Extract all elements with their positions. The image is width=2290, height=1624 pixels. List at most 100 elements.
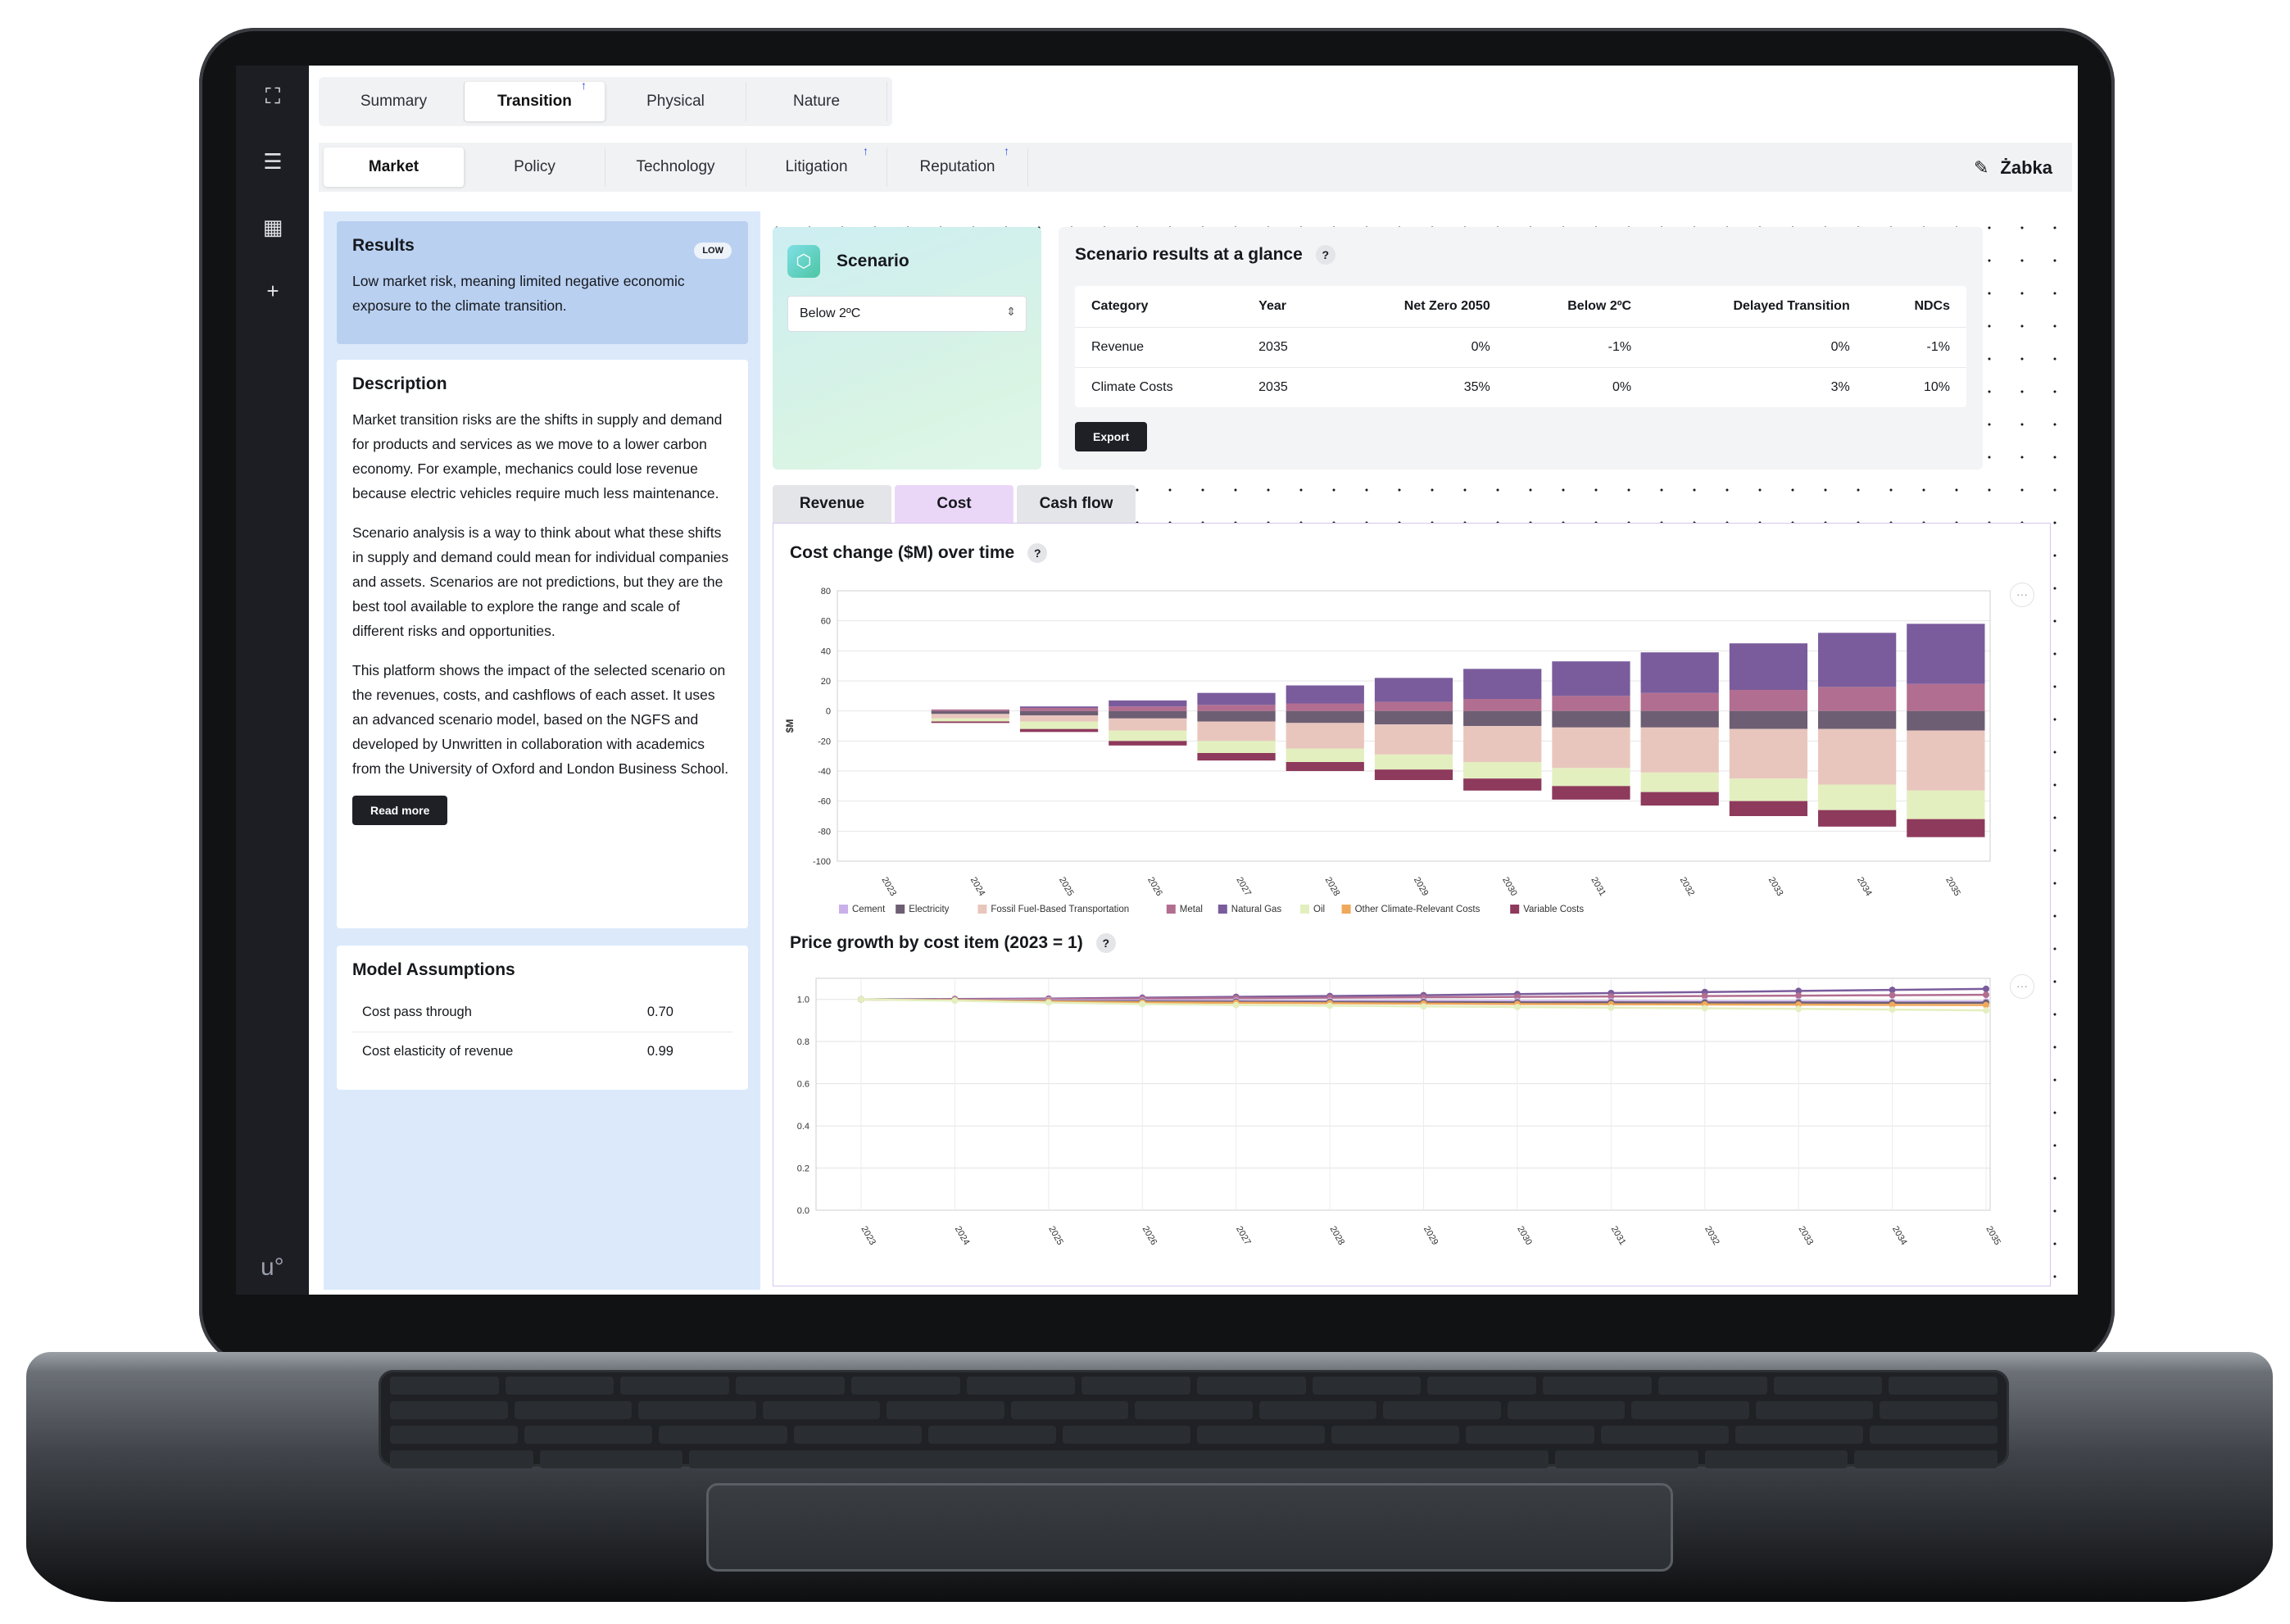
list-icon[interactable]: ☰	[263, 149, 283, 174]
bar-segment	[1374, 701, 1453, 711]
tab-label: Transition	[497, 93, 572, 110]
data-point	[1889, 987, 1896, 994]
legend-swatch	[1510, 905, 1520, 914]
help-icon[interactable]: ?	[1095, 933, 1116, 954]
results-text: Low market risk, meaning limited negativ…	[352, 273, 685, 314]
tab-nature[interactable]: Nature	[746, 82, 887, 121]
bar-segment	[1019, 721, 1099, 729]
y-tick-label: -40	[818, 767, 831, 777]
legend-item[interactable]: Electricity	[896, 905, 950, 914]
bar-segment	[1907, 710, 1985, 731]
legend-item[interactable]: Metal	[1166, 905, 1203, 914]
x-tick-label: 2026	[1145, 876, 1164, 898]
plot-frame	[837, 590, 1991, 862]
y-tick-label: 0.0	[797, 1206, 809, 1216]
x-tick-label: 2031	[1609, 1225, 1628, 1247]
bar-segment	[1463, 762, 1542, 779]
more-options-icon[interactable]: ···	[2010, 974, 2034, 999]
x-tick-label: 2034	[1855, 876, 1874, 898]
legend-label: Cement	[852, 905, 886, 914]
chart-tab-cash-flow[interactable]: Cash flow	[1017, 485, 1136, 523]
bar-segment	[1109, 718, 1187, 731]
more-options-icon[interactable]: ···	[2010, 583, 2034, 607]
read-more-button[interactable]: Read more	[352, 796, 448, 825]
help-icon[interactable]: ?	[1315, 245, 1335, 265]
x-tick-label: 2035	[1984, 1225, 2002, 1247]
y-tick-label: -100	[813, 857, 831, 867]
help-icon[interactable]: ?	[1027, 543, 1048, 564]
bar-segment	[1640, 727, 1719, 773]
brand[interactable]: ✎ Żabka	[1974, 157, 2052, 179]
y-tick-label: 80	[821, 587, 831, 597]
scenario-title: Scenario	[837, 252, 909, 270]
legend-swatch	[1341, 905, 1351, 914]
subtab-label: Technology	[636, 158, 715, 175]
bar-segment	[1640, 710, 1719, 728]
plus-icon[interactable]: +	[266, 279, 279, 303]
left-panel: Results LOW Low market risk, meaning lim…	[324, 211, 760, 1290]
subtab-technology[interactable]: Technology	[605, 147, 746, 187]
subtab-litigation[interactable]: Litigation ↑	[746, 144, 887, 187]
legend-item[interactable]: Natural Gas	[1218, 905, 1282, 914]
chart-tabs: Revenue Cost Cash flow	[773, 485, 1136, 523]
tab-summary[interactable]: Summary	[324, 82, 465, 121]
bar-segment	[1197, 705, 1276, 711]
bar-segment	[1729, 643, 1808, 690]
subtab-market[interactable]: Market	[324, 147, 465, 187]
chart-tab-revenue[interactable]: Revenue	[773, 485, 891, 523]
table-cell: -1%	[1506, 327, 1648, 368]
risk-badge: LOW	[694, 243, 732, 259]
edit-icon[interactable]: ✎	[1973, 157, 1989, 178]
subtab-reputation[interactable]: Reputation ↑	[887, 144, 1028, 187]
bar-segment	[1286, 710, 1364, 724]
arrow-up-icon: ↑	[863, 144, 868, 157]
scenario-select[interactable]: Below 2ºC ⇕	[787, 296, 1027, 332]
bar-segment	[1374, 678, 1453, 702]
chart-tab-cost[interactable]: Cost	[895, 485, 1013, 523]
grid-icon[interactable]: ▦	[262, 215, 283, 239]
data-point	[1983, 991, 1989, 999]
legend-item[interactable]: Oil	[1300, 905, 1325, 914]
legend-item[interactable]: Other Climate-Relevant Costs	[1341, 905, 1481, 914]
assumption-value: 0.70	[646, 1005, 673, 1019]
arrow-up-icon: ↑	[581, 79, 587, 92]
y-tick-label: 40	[821, 646, 831, 656]
legend-item[interactable]: Fossil Fuel-Based Transportation	[977, 905, 1129, 914]
bar-segment	[1640, 692, 1719, 711]
legend-label: Variable Costs	[1523, 905, 1584, 914]
tab-label: Nature	[792, 93, 841, 110]
tab-transition[interactable]: Transition ↑	[465, 79, 605, 121]
data-point	[1326, 1002, 1334, 1009]
y-tick-label: -80	[818, 827, 831, 837]
legend-label: Electricity	[909, 905, 949, 914]
bar-segment	[1818, 810, 1897, 827]
chart-panel: Cost change ($M) over time? ··· 80 60 40 20…	[773, 523, 2051, 1286]
x-tick-label: 2035	[1943, 876, 1962, 898]
table-row: Revenue 2035 0% -1% 0% -1%	[1075, 327, 1966, 368]
data-point	[1889, 991, 1896, 999]
glance-table: Category Year Net Zero 2050 Below 2ºC Delaye…	[1075, 286, 1966, 407]
table-cell: 35%	[1463, 380, 1490, 394]
x-tick-label: 2026	[1140, 1225, 1159, 1247]
top-tabbar: Summary Transition ↑ Physical Nature	[319, 77, 892, 126]
tab-physical[interactable]: Physical	[605, 82, 746, 121]
chevron-updown-icon: ⇕	[1006, 305, 1016, 318]
bar-segment	[1197, 721, 1276, 742]
expand-icon[interactable]: ⛶	[265, 84, 281, 108]
subtab-label: Market	[368, 158, 419, 175]
table-cell: 0%	[1332, 327, 1507, 368]
export-button[interactable]: Export	[1075, 422, 1148, 451]
bar-segment	[1197, 741, 1276, 753]
x-tick-label: 2027	[1234, 876, 1253, 898]
data-point	[1420, 1003, 1427, 1010]
x-tick-label: 2029	[1412, 876, 1431, 898]
bar-segment	[1818, 687, 1897, 711]
bar-segment	[1374, 710, 1453, 725]
data-point	[1701, 992, 1708, 1000]
company-name: Żabka	[2000, 157, 2052, 178]
x-tick-label: 2025	[1057, 876, 1076, 898]
subtab-policy[interactable]: Policy	[465, 147, 605, 187]
legend-item[interactable]: Cement	[839, 905, 886, 914]
bar-segment	[1907, 730, 1985, 791]
legend-item[interactable]: Variable Costs	[1510, 905, 1584, 914]
